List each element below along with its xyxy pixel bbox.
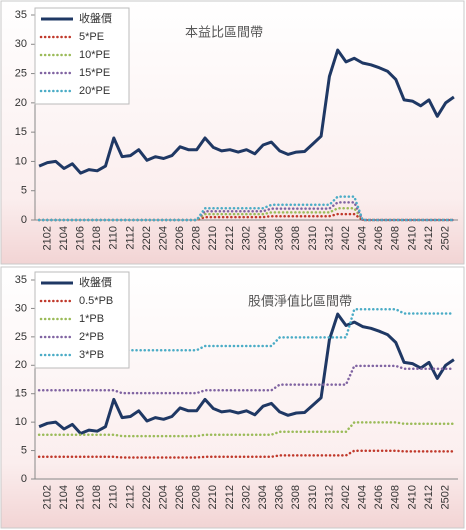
legend-label: 10*PE [79,49,110,61]
series-line [37,421,456,438]
x-tick-label: 2202 [141,226,153,250]
x-tick-label: 2304 [257,226,269,250]
x-tick-label: 2208 [191,485,203,509]
x-tick-label: 2106 [75,226,87,250]
y-tick-label: 25 [15,331,27,343]
y-tick-label: 35 [15,9,27,21]
x-tick-label: 2110 [108,226,120,250]
x-tick-label: 2210 [207,226,219,250]
x-tick-label: 2206 [174,226,186,250]
legend-label: 20*PE [79,85,110,97]
y-tick-label: 5 [21,444,27,456]
series-line [38,312,455,435]
x-tick-label: 2404 [357,485,369,509]
legend-label: 收盤價 [79,11,112,25]
y-tick-label: 10 [15,416,27,428]
legend-box [34,271,130,369]
x-tick-label: 2306 [274,226,286,250]
x-tick-label: 2112 [124,485,136,509]
x-tick-label: 2406 [373,226,385,250]
x-tick-label: 2206 [174,485,186,509]
y-tick-label: 15 [15,126,27,138]
x-tick-label: 2302 [240,226,252,250]
y-tick-label: 5 [21,185,27,197]
x-tick-label: 2308 [290,485,302,509]
x-tick-label: 2106 [75,485,87,509]
x-tick-label: 2310 [307,226,319,250]
x-tick-label: 2402 [340,485,352,509]
x-tick-label: 2204 [157,485,169,509]
y-tick-label: 0 [21,214,27,226]
legend-label: 5*PE [79,31,104,43]
x-tick-label: 2102 [41,485,53,509]
series-line [37,195,456,222]
chart-title: 股價淨值比區間帶 [248,293,352,308]
y-tick-label: 15 [15,388,27,400]
x-tick-label: 2104 [58,226,70,250]
x-tick-label: 2410 [406,485,418,509]
x-tick-label: 2110 [108,485,120,509]
legend-label: 2*PB [79,331,104,343]
x-tick-label: 2312 [323,226,335,250]
x-tick-label: 2112 [124,226,136,250]
x-tick-label: 2212 [224,485,236,509]
chart-title: 本益比區間帶 [185,24,263,39]
series-line [37,449,456,459]
y-tick-label: 30 [15,38,27,50]
y-tick-label: 0 [21,473,27,485]
legend-label: 0.5*PB [79,295,113,307]
x-tick-label: 2412 [423,226,435,250]
x-tick-label: 2212 [224,226,236,250]
legend-label: 收盤價 [79,275,112,289]
y-tick-label: 10 [15,155,27,167]
y-tick-label: 20 [15,97,27,109]
x-tick-label: 2204 [157,226,169,250]
x-tick-label: 2108 [91,485,103,509]
x-tick-label: 2408 [390,226,402,250]
x-tick-label: 2304 [257,485,269,509]
series-line [38,48,455,175]
x-tick-label: 2306 [274,485,286,509]
x-tick-label: 2302 [240,485,252,509]
x-tick-label: 2406 [373,485,385,509]
series-line [37,364,456,395]
x-tick-label: 2408 [390,485,402,509]
x-tick-label: 2108 [91,226,103,250]
x-tick-label: 2208 [191,226,203,250]
x-tick-label: 2210 [207,485,219,509]
legend-box [34,7,130,105]
y-tick-label: 20 [15,359,27,371]
x-tick-label: 2104 [58,485,70,509]
legend-label: 15*PE [79,67,110,79]
y-tick-label: 30 [15,302,27,314]
x-tick-label: 2502 [439,485,451,509]
x-tick-label: 2502 [439,226,451,250]
x-tick-label: 2202 [141,485,153,509]
x-tick-label: 2310 [307,485,319,509]
x-tick-label: 2312 [323,485,335,509]
x-tick-label: 2410 [406,226,418,250]
legend-label: 3*PB [79,349,104,361]
x-tick-label: 2412 [423,485,435,509]
x-tick-label: 2102 [41,226,53,250]
legend-label: 1*PB [79,313,104,325]
y-tick-label: 35 [15,274,27,286]
x-tick-label: 2404 [357,226,369,250]
x-tick-label: 2308 [290,226,302,250]
x-tick-label: 2402 [340,226,352,250]
y-tick-label: 25 [15,67,27,79]
